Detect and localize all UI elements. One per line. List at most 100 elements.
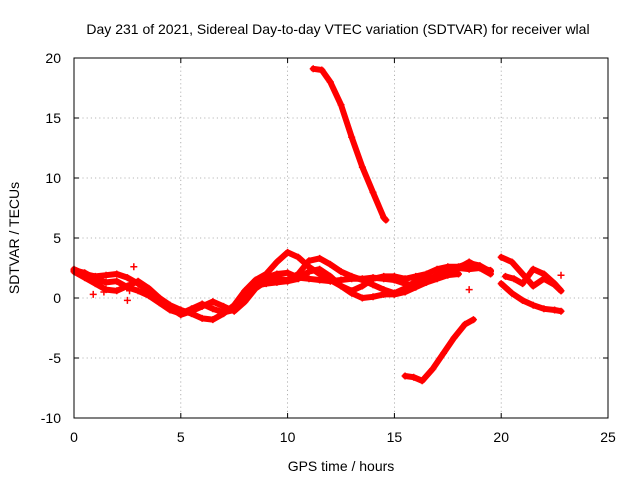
- data-point-trace-b-19: [273, 258, 281, 266]
- data-point-trace-d-16: [422, 278, 430, 286]
- data-point-trace-c-16: [241, 298, 249, 306]
- data-point-trace-c-38: [476, 264, 484, 272]
- data-point-trace-f-4: [540, 305, 548, 313]
- data-point-trace-g-5: [551, 280, 559, 288]
- x-tick-label: 0: [70, 429, 78, 445]
- data-point-trace-h-5: [358, 163, 366, 171]
- data-point-trace-d-6: [316, 265, 324, 273]
- data-point-trace-d-14: [401, 288, 409, 296]
- data-point-trace-g-1: [510, 275, 518, 283]
- data-point-trace-d-5: [305, 268, 313, 276]
- data-point-trace-c-32: [412, 277, 420, 285]
- data-point-trace-f-3: [529, 301, 537, 309]
- data-point-trace-a-23: [316, 276, 324, 284]
- data-point-trace-e-2: [519, 270, 527, 278]
- data-point-trace-h-3: [337, 101, 345, 109]
- data-point-trace-b-2: [91, 272, 99, 280]
- data-point-trace-d-15: [412, 283, 420, 291]
- data-point-trace-h-1: [318, 66, 326, 74]
- x-tick-label: 20: [493, 429, 509, 445]
- data-point-trace-c-26: [348, 272, 356, 280]
- data-point-trace-c-11: [187, 307, 195, 315]
- data-point-trace-b-20: [284, 248, 292, 256]
- data-point-trace-f-2: [519, 296, 527, 304]
- data-point-trace-d-1: [262, 280, 270, 288]
- data-point-trace-c-8: [155, 294, 163, 302]
- data-point-trace-d-2: [273, 278, 281, 286]
- data-point-trace-b-28: [369, 275, 377, 283]
- y-tick-label: 0: [53, 290, 61, 306]
- data-point-trace-a-6: [134, 287, 142, 295]
- data-point-trace-b-17: [252, 276, 260, 284]
- data-point-trace-c-9: [166, 304, 174, 312]
- data-point-trace-d-19: [454, 270, 462, 278]
- data-point-trace-a-22: [305, 275, 313, 283]
- data-point-trace-d-4: [294, 275, 302, 283]
- y-tick-label: -5: [49, 350, 62, 366]
- data-point-trace-i-5: [450, 334, 458, 342]
- data-point-trace-e-0: [497, 253, 505, 261]
- data-point-trace-d-12: [380, 290, 388, 298]
- data-point-trace-i-0: [401, 372, 409, 380]
- data-point-trace-i-3: [429, 365, 437, 373]
- x-tick-label: 15: [387, 429, 403, 445]
- data-point-trace-h-8: [382, 216, 390, 224]
- data-point-trace-b-34: [433, 265, 441, 273]
- data-point-trace-f-1: [508, 289, 516, 297]
- data-point-trace-b-30: [390, 272, 398, 280]
- data-point-trace-b-5: [123, 274, 131, 282]
- data-point-trace-c-23: [316, 254, 324, 262]
- data-point-trace-j-4: [465, 286, 473, 294]
- x-tick-label: 5: [177, 429, 185, 445]
- data-point-trace-i-4: [440, 349, 448, 357]
- y-axis-title: SDTVAR / TECUs: [6, 182, 22, 294]
- x-tick-label: 25: [600, 429, 616, 445]
- data-point-trace-f-5: [551, 306, 559, 314]
- data-point-trace-d-8: [337, 282, 345, 290]
- y-tick-label: 15: [45, 110, 61, 126]
- data-point-trace-c-7: [145, 284, 153, 292]
- data-point-trace-c-22: [305, 257, 313, 265]
- data-point-trace-b-21: [294, 253, 302, 261]
- data-point-trace-g-2: [519, 280, 527, 288]
- data-point-trace-h-2: [326, 78, 334, 86]
- data-point-trace-j-6: [130, 263, 138, 271]
- data-point-trace-c-39: [487, 266, 495, 274]
- data-point-trace-c-25: [337, 268, 345, 276]
- data-point-trace-d-7: [326, 272, 334, 280]
- data-point-trace-b-37: [465, 259, 473, 267]
- data-point-trace-h-0: [309, 65, 317, 73]
- data-point-trace-g-4: [540, 270, 548, 278]
- data-point-trace-c-4: [113, 287, 121, 295]
- data-point-trace-d-17: [433, 275, 441, 283]
- data-point-trace-e-3: [529, 282, 537, 290]
- data-point-trace-j-1: [100, 288, 108, 296]
- data-point-trace-j-0: [89, 290, 97, 298]
- data-point-trace-g-3: [529, 265, 537, 273]
- data-point-trace-c-28: [369, 281, 377, 289]
- x-axis-title: GPS time / hours: [288, 458, 395, 474]
- x-tick-label: 10: [280, 429, 296, 445]
- y-tick-label: 5: [53, 230, 61, 246]
- data-point-trace-c-12: [198, 302, 206, 310]
- data-point-trace-a-20: [284, 269, 292, 277]
- data-point-trace-i-6: [461, 320, 469, 328]
- data-point-trace-b-27: [358, 282, 366, 290]
- data-point-trace-d-0: [252, 282, 260, 290]
- data-point-trace-h-4: [348, 133, 356, 141]
- data-point-trace-c-37: [465, 265, 473, 273]
- data-point-trace-b-15: [230, 301, 238, 309]
- y-tick-label: 10: [45, 170, 61, 186]
- data-point-trace-d-9: [348, 289, 356, 297]
- data-point-trace-b-31: [401, 275, 409, 283]
- data-point-trace-c-2: [91, 280, 99, 288]
- y-axis: -10 -5 0 5 10 15 20: [41, 50, 608, 426]
- data-point-trace-f-0: [497, 280, 505, 288]
- data-point-trace-a-4: [113, 277, 121, 285]
- data-point-trace-b-14: [220, 310, 228, 318]
- data-point-trace-b-13: [209, 316, 217, 324]
- data-point-trace-d-11: [369, 293, 377, 301]
- data-point-trace-i-2: [418, 377, 426, 385]
- data-point-trace-d-3: [284, 277, 292, 285]
